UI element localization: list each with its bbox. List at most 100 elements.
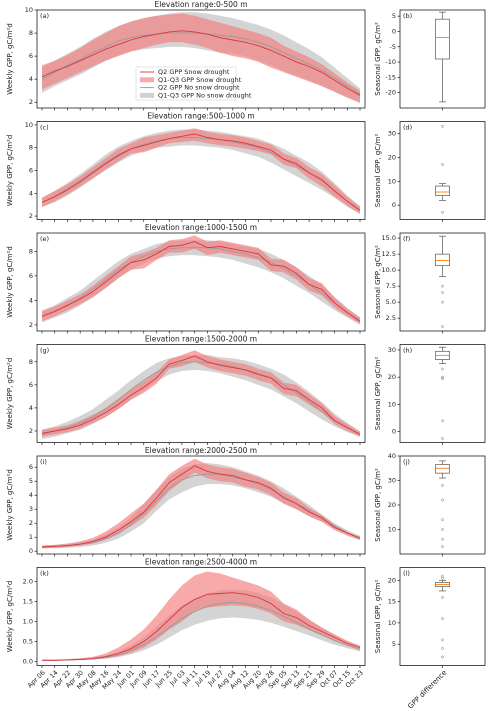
outlier	[441, 377, 444, 380]
panel-title: Elevation range:1500-2000 m	[145, 335, 257, 344]
y-tick-label: 30	[388, 129, 396, 137]
legend-label: Q1-Q3 GPP No snow drought	[158, 91, 252, 99]
y-tick-label: 4	[29, 189, 33, 197]
y-tick-label: 10	[388, 177, 396, 185]
box	[435, 253, 450, 267]
panel-label: (g)	[40, 347, 49, 355]
y-axis-label: Seasonal GPP, gC/m²	[374, 580, 382, 654]
y-tick-label: 10	[388, 526, 396, 534]
panel-title: Elevation range:1000-1500 m	[145, 223, 257, 232]
box	[435, 185, 450, 196]
y-tick-label: 4	[29, 404, 33, 412]
y-tick-label: 15.0	[382, 234, 396, 242]
outlier	[441, 325, 444, 328]
panel-label: (i)	[40, 458, 47, 466]
iqr-band	[42, 458, 360, 549]
plot-frame	[36, 455, 366, 555]
panel-label: (k)	[40, 570, 49, 578]
y-tick-label: 20	[388, 153, 396, 161]
y-tick-label: 15	[388, 598, 396, 606]
plot-frame	[399, 455, 486, 555]
panel-label: (a)	[40, 12, 49, 20]
y-tick-label: 5	[29, 477, 33, 485]
y-axis-label: Seasonal GPP, gC/m²	[374, 134, 382, 208]
outlier	[441, 518, 444, 522]
outlier	[441, 210, 444, 214]
y-tick-label: 20	[388, 576, 396, 584]
outlier	[441, 124, 444, 128]
y-axis-label: Weekly GPP, gC/m²d	[6, 23, 14, 95]
outlier	[441, 163, 444, 166]
y-tick-label: 20	[388, 501, 396, 509]
y-tick-label: 0	[392, 428, 396, 436]
median-line	[41, 355, 361, 435]
outlier	[441, 528, 444, 531]
y-tick-label: 5	[392, 640, 396, 648]
outlier	[441, 595, 444, 599]
outlier	[441, 419, 444, 423]
panel-title: Elevation range:2000-2500 m	[145, 446, 257, 455]
y-tick-label: 30	[388, 346, 396, 354]
panel-title: Elevation range:500-1000 m	[147, 112, 254, 121]
panel-label: (e)	[40, 235, 49, 243]
y-tick-label: -20	[385, 89, 396, 97]
y-tick-label: 8	[29, 358, 33, 366]
median-line	[41, 32, 361, 95]
y-tick-label: 8	[29, 247, 33, 255]
plot-frame	[36, 9, 366, 109]
median-line	[41, 30, 361, 96]
y-tick-label: 40	[388, 452, 396, 460]
outlier	[441, 638, 444, 642]
median-line	[41, 465, 361, 548]
y-tick-label: 2.5	[386, 314, 396, 322]
legend-label: Q2 GPP No snow drought	[158, 84, 240, 92]
outlier	[441, 647, 444, 650]
y-axis-label: Weekly GPP, gC/m²d	[6, 358, 14, 430]
y-tick-label: 7.5	[386, 282, 396, 290]
y-tick-label: 2	[29, 427, 33, 435]
y-tick-label: 0.5	[23, 638, 33, 646]
outlier	[441, 367, 444, 371]
outlier	[441, 484, 444, 487]
y-tick-label: 0.0	[23, 658, 33, 666]
y-tick-label: 0	[392, 27, 396, 35]
legend-label: Q2 GPP Snow drought	[158, 68, 230, 76]
median-line	[41, 473, 361, 548]
y-tick-label: 5.0	[386, 298, 396, 306]
y-axis-label: Seasonal GPP, gC/m²	[374, 468, 382, 542]
y-tick-label: 0	[29, 547, 33, 555]
median-line	[41, 361, 361, 435]
outlier	[441, 375, 444, 379]
y-tick-label: 1	[29, 533, 33, 541]
x-axis-label: GPP difference	[406, 669, 448, 711]
outlier	[441, 291, 444, 294]
y-axis-label: Seasonal GPP, gC/m²	[374, 22, 382, 96]
plot-frame	[36, 232, 366, 332]
y-tick-label: 8	[29, 144, 33, 152]
y-tick-label: 12.5	[382, 250, 396, 258]
legend-label: Q1-Q3 GPP Snow drought	[158, 76, 242, 84]
y-tick-label: 10	[25, 6, 33, 14]
y-tick-label: 0	[392, 201, 396, 209]
y-axis-label: Weekly GPP, gC/m²d	[6, 469, 14, 541]
iqr-band	[42, 571, 360, 661]
median-line	[42, 592, 361, 661]
y-tick-label: 10	[388, 619, 396, 627]
y-tick-label: 6	[29, 52, 33, 60]
iqr-band	[42, 128, 360, 214]
y-tick-label: 1.0	[23, 618, 33, 626]
y-tick-label: 2	[29, 212, 33, 220]
box	[435, 18, 450, 60]
y-tick-label: 10	[25, 121, 33, 129]
outlier	[441, 498, 444, 502]
y-tick-label: 2	[29, 519, 33, 527]
y-tick-label: 4	[29, 75, 33, 83]
plot-frame	[36, 344, 366, 443]
y-tick-label: 30	[388, 477, 396, 485]
y-tick-label: 20	[388, 373, 396, 381]
box	[435, 464, 450, 474]
y-tick-label: -15	[385, 73, 396, 81]
legend-swatch	[140, 77, 154, 83]
plot-frame	[399, 121, 486, 220]
